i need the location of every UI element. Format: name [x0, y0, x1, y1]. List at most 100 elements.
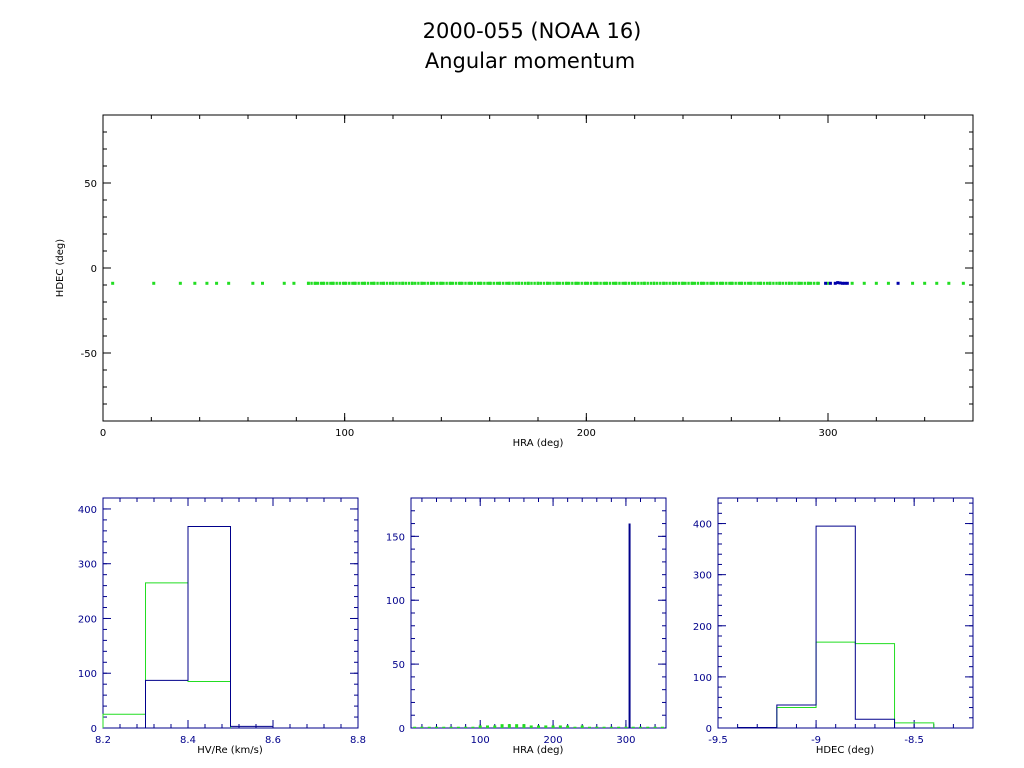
scatter-point	[461, 281, 464, 285]
histogram-hra: HRA (deg) 100 200 300 0 50 100 150	[386, 497, 667, 756]
scatter-point	[423, 281, 426, 285]
scatter-point	[473, 281, 477, 285]
scatter-point	[193, 281, 197, 285]
chart-subtitle: Angular momentum	[425, 49, 635, 73]
scatter-point	[357, 281, 360, 285]
y-tick-label: 0	[91, 264, 97, 275]
scatter-point	[845, 281, 849, 285]
scatter-point	[343, 281, 347, 285]
scatter-point	[594, 281, 598, 285]
x-tick-label: 8.2	[95, 735, 111, 746]
scatter-point	[417, 281, 420, 285]
scatter-point	[322, 281, 326, 285]
scatter-point	[633, 281, 637, 285]
scatter-point	[836, 281, 840, 285]
scatter-point	[530, 281, 533, 285]
scatter-point	[449, 281, 453, 285]
scatter-point	[896, 281, 900, 285]
scatter-point	[458, 281, 461, 285]
y-tick-label: -50	[81, 349, 97, 360]
scatter-point	[797, 281, 800, 285]
scatter-point	[671, 281, 675, 285]
scatter-point	[684, 281, 687, 285]
scatter-point	[542, 281, 546, 285]
scatter-point	[710, 281, 714, 285]
scatter-point	[841, 281, 844, 285]
x-tick-label: 0	[100, 428, 106, 439]
scatter-point	[668, 281, 671, 285]
scatter-point	[439, 281, 442, 285]
scatter-point	[630, 281, 634, 285]
y-tick-label: 50	[392, 660, 405, 671]
plot-frame	[102, 114, 974, 422]
scatter-point	[862, 281, 866, 285]
scatter-point	[734, 281, 737, 285]
scatter-point	[564, 281, 568, 285]
scatter-point	[498, 281, 502, 285]
scatter-point	[813, 281, 816, 285]
scatter-point	[649, 281, 653, 285]
scatter-point	[486, 281, 489, 285]
scatter-point	[703, 281, 706, 285]
x-axis-label: HDEC (deg)	[816, 745, 874, 756]
scatter-point	[800, 281, 803, 285]
scatter-point	[712, 281, 715, 285]
scatter-point	[251, 281, 255, 285]
scatter-point	[549, 281, 552, 285]
scatter-point	[643, 281, 646, 285]
scatter-point	[665, 281, 668, 285]
x-tick-label: 100	[335, 428, 354, 439]
scatter-point	[640, 281, 643, 285]
scatter-point	[338, 281, 342, 285]
scatter-point	[326, 281, 329, 285]
scatter-point	[567, 281, 571, 285]
scatter-point	[310, 281, 313, 285]
scatter-point	[574, 281, 577, 285]
scatter-point	[329, 281, 332, 285]
scatter-point	[111, 281, 115, 285]
scatter-point	[750, 281, 753, 285]
scatter-point	[833, 281, 837, 285]
scatter-point	[621, 281, 624, 285]
scatter-point	[205, 281, 209, 285]
scatter-point	[618, 281, 621, 285]
scatter-point	[725, 281, 728, 285]
chart-title: 2000-055 (NOAA 16)	[423, 19, 642, 43]
scatter-point	[611, 281, 615, 285]
scatter-point	[545, 281, 549, 285]
scatter-point	[809, 281, 813, 285]
scatter-point	[674, 281, 678, 285]
scatter-point	[373, 281, 376, 285]
y-tick-label: 200	[693, 622, 712, 633]
scatter-point	[354, 281, 357, 285]
histogram-series	[737, 641, 935, 728]
scatter-point	[468, 281, 472, 285]
scatter-point	[961, 281, 965, 285]
scatter-point	[539, 281, 543, 285]
scatter-point	[552, 281, 555, 285]
scatter-point	[584, 281, 588, 285]
scatter-point	[558, 281, 561, 285]
histogram-series	[145, 525, 274, 728]
scatter-point	[351, 281, 354, 285]
scatter-point	[580, 281, 583, 285]
scatter-point	[627, 281, 631, 285]
scatter-point	[321, 281, 325, 285]
histogram-hdec: HDEC (deg) -9.5 -9 -8.5 0 100 200 300 400	[693, 497, 974, 756]
scatter-point	[459, 281, 463, 285]
plot-frame	[410, 497, 667, 729]
scatter-point	[715, 281, 719, 285]
x-tick-label: -9.5	[708, 735, 728, 746]
scatter-point	[816, 281, 819, 285]
scatter-point	[352, 281, 356, 285]
x-tick-label: 200	[577, 428, 596, 439]
scatter-point	[445, 281, 448, 285]
scatter-point	[392, 281, 395, 285]
scatter-point	[911, 281, 915, 285]
scatter-point	[517, 281, 521, 285]
histogram-hv-re: HV/Re (km/s) 8.2 8.4 8.6 8.8 0 100 200 300 400	[78, 497, 366, 756]
scatter-point	[533, 281, 536, 285]
scatter-point	[467, 281, 470, 285]
scatter-point	[366, 281, 370, 285]
scatter-point	[699, 281, 703, 285]
